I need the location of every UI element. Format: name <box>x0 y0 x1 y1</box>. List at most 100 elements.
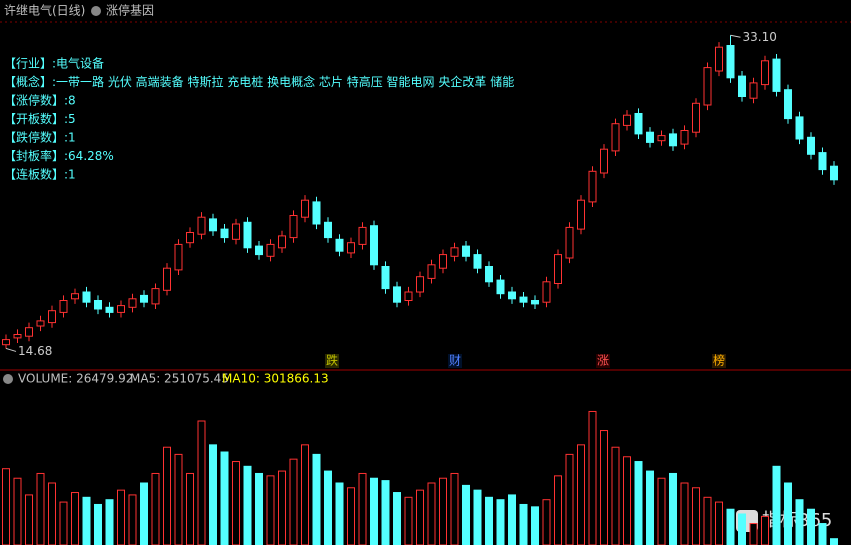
volume-bar <box>726 508 735 545</box>
volume-bar <box>772 465 781 545</box>
min-pointer <box>5 347 17 352</box>
candle-body <box>2 339 10 346</box>
volume-bar <box>508 494 516 545</box>
volume-bar <box>289 458 298 545</box>
volume-bar <box>301 444 309 545</box>
volume-bar <box>554 475 562 545</box>
candle-body <box>312 201 321 225</box>
candle-body <box>381 266 390 290</box>
candle-body <box>335 238 344 252</box>
candle-body <box>577 199 585 230</box>
info-line: 【连板数】:1 <box>4 167 76 182</box>
ma10-legend: MA10: 301866.13 <box>222 372 329 386</box>
volume-bar <box>82 496 91 545</box>
candle-body <box>393 286 401 303</box>
volume-bar <box>381 480 390 545</box>
candle-body <box>163 267 171 291</box>
volume-bar <box>358 472 367 545</box>
candle-body <box>289 215 298 239</box>
candle-body <box>324 221 332 239</box>
candle-body <box>485 266 493 283</box>
candle-body <box>554 254 562 285</box>
info-line: 【涨停数】:8 <box>4 93 76 108</box>
volume-bar <box>209 444 217 545</box>
volume-bar <box>715 501 723 545</box>
volume-bar <box>128 494 137 545</box>
candle-body <box>174 243 183 271</box>
volume-bar <box>163 446 171 545</box>
volume-icon[interactable] <box>3 374 13 384</box>
volume-bar <box>186 472 194 545</box>
event-badge <box>448 354 462 368</box>
candle-body <box>220 228 229 239</box>
volume-bar <box>496 499 505 545</box>
volume-bar <box>646 470 654 545</box>
volume-bar <box>830 538 838 545</box>
candle-body <box>830 165 838 181</box>
candle-body <box>749 82 758 99</box>
candle-body <box>634 113 643 135</box>
candle-body <box>36 320 45 327</box>
volume-bar <box>784 482 792 545</box>
candle-body <box>473 254 482 269</box>
volume-bar <box>600 430 608 545</box>
volume-bar <box>59 501 68 545</box>
indicator-icon[interactable] <box>91 6 101 16</box>
volume-bar <box>117 489 125 545</box>
max-label: 33.10 <box>743 30 777 44</box>
indicator-name[interactable]: 涨停基因 <box>106 3 154 18</box>
volume-bar <box>48 482 56 545</box>
volume-bar <box>542 499 551 545</box>
info-line: 【行业】:电气设备 <box>4 56 104 71</box>
volume-bar <box>174 453 183 545</box>
candle-body <box>13 334 22 339</box>
candle-body <box>94 300 102 310</box>
volume-legend: VOLUME: 26479.92 <box>18 372 133 386</box>
volume-bar <box>519 503 528 545</box>
volume-bar <box>577 444 585 545</box>
min-label: 14.68 <box>18 344 52 358</box>
volume-bar <box>703 496 712 545</box>
volume-bar <box>370 477 378 545</box>
candle-body <box>117 305 125 313</box>
volume-bar <box>680 482 689 545</box>
volume-bar <box>36 472 45 545</box>
candle-body <box>25 327 33 337</box>
candle-body <box>404 291 413 301</box>
volume-bar <box>565 453 574 545</box>
candle-body <box>772 58 781 92</box>
stock-title: 许继电气(日线) <box>4 3 85 18</box>
volume-bar <box>232 461 240 545</box>
candle-body <box>301 199 309 218</box>
candle-body <box>795 116 804 140</box>
volume-bar <box>393 492 401 545</box>
volume-bar <box>738 513 746 545</box>
volume-bar <box>611 446 620 545</box>
volume-bar <box>105 499 114 545</box>
candle-body <box>48 310 56 324</box>
candle-body <box>519 296 528 303</box>
ma5-legend: MA5: 251075.45 <box>130 372 229 386</box>
event-label: 财 <box>449 354 461 368</box>
event-label: 跌 <box>326 353 338 368</box>
event-label: 涨 <box>597 353 609 368</box>
volume-bar <box>2 468 10 545</box>
event-label: 榜 <box>713 353 725 368</box>
event-badge <box>712 354 726 368</box>
volume-bar <box>25 494 33 545</box>
volume-bar <box>197 420 206 545</box>
candle-body <box>82 291 91 303</box>
volume-bar <box>807 508 815 545</box>
volume-bar <box>439 477 447 545</box>
volume-bar <box>404 496 413 545</box>
candle-body <box>439 254 447 269</box>
candle-body <box>232 223 240 240</box>
volume-bar <box>531 506 539 545</box>
volume-bar <box>278 470 286 545</box>
volume-bar <box>255 472 263 545</box>
volume-bar <box>485 496 493 545</box>
candle-body <box>255 245 263 256</box>
candle-body <box>59 300 68 313</box>
candle-body <box>427 264 436 279</box>
